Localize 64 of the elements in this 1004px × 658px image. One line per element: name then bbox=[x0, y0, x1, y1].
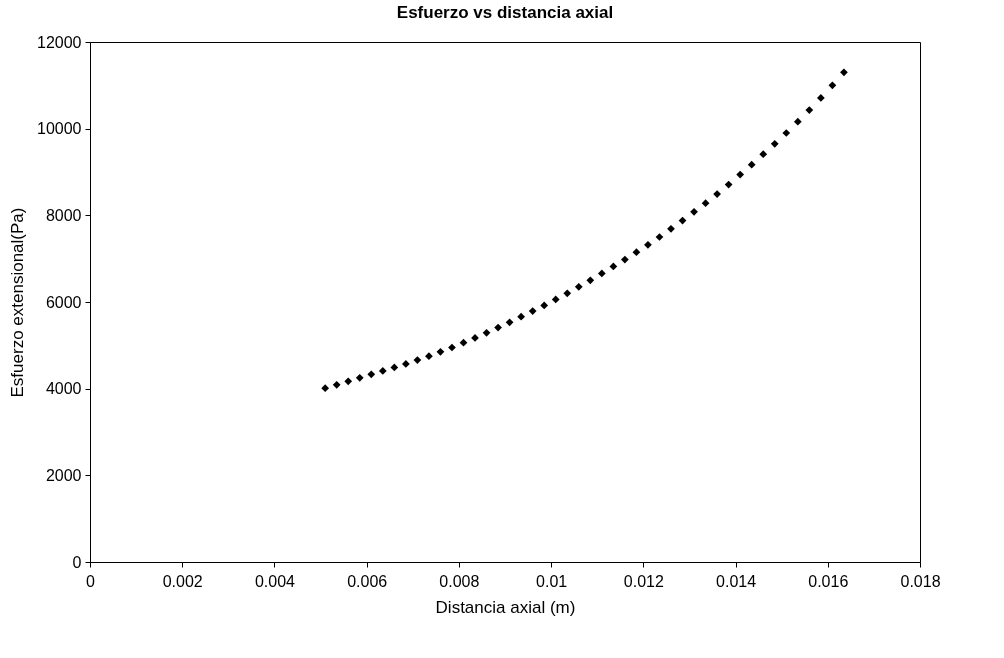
point bbox=[505, 318, 514, 327]
point bbox=[759, 150, 768, 159]
point bbox=[574, 282, 583, 291]
point bbox=[563, 289, 572, 298]
y-tick-label: 12000 bbox=[37, 33, 82, 51]
point bbox=[816, 94, 825, 102]
point bbox=[401, 360, 410, 368]
point bbox=[494, 323, 502, 332]
point bbox=[644, 240, 652, 249]
point bbox=[413, 356, 422, 364]
point bbox=[321, 384, 330, 393]
point bbox=[517, 312, 526, 321]
point bbox=[782, 129, 791, 137]
point bbox=[367, 370, 376, 379]
point bbox=[840, 68, 848, 77]
point bbox=[528, 307, 537, 315]
point bbox=[586, 276, 595, 285]
point bbox=[609, 262, 618, 271]
point bbox=[551, 295, 560, 304]
point bbox=[793, 117, 802, 126]
y-tick-label: 2000 bbox=[45, 466, 82, 484]
x-tick-label: 0.016 bbox=[808, 572, 849, 590]
point bbox=[355, 373, 364, 382]
point bbox=[540, 301, 549, 310]
point bbox=[621, 255, 629, 264]
point bbox=[459, 338, 468, 347]
point bbox=[436, 347, 445, 356]
point bbox=[378, 367, 387, 375]
x-tick-label: 0.018 bbox=[900, 572, 941, 590]
x-tick-label: 0.014 bbox=[716, 572, 757, 590]
x-tick-label: 0 bbox=[86, 572, 96, 590]
point bbox=[770, 139, 779, 148]
x-tick-label: 0.006 bbox=[347, 572, 388, 590]
point bbox=[655, 233, 664, 241]
point bbox=[736, 170, 745, 179]
point bbox=[747, 160, 756, 169]
point bbox=[713, 190, 721, 198]
point bbox=[344, 377, 353, 386]
point bbox=[701, 199, 710, 208]
y-tick-label: 4000 bbox=[45, 380, 82, 398]
point bbox=[828, 81, 837, 90]
x-tick-label: 0.002 bbox=[162, 572, 203, 590]
y-tick-label: 6000 bbox=[45, 293, 82, 311]
x-tick-label: 0.012 bbox=[623, 572, 664, 590]
point bbox=[332, 380, 341, 389]
point bbox=[597, 269, 606, 278]
chart-title: Esfuerzo vs distancia axial bbox=[396, 3, 614, 22]
x-tick-label: 0.008 bbox=[439, 572, 480, 590]
point bbox=[632, 248, 641, 257]
point bbox=[425, 352, 433, 361]
y-tick-label: 8000 bbox=[45, 206, 82, 224]
point bbox=[805, 106, 814, 114]
point bbox=[724, 180, 733, 189]
point bbox=[482, 328, 491, 337]
point bbox=[690, 207, 698, 216]
x-tick-label: 0.004 bbox=[254, 572, 296, 590]
point bbox=[390, 363, 399, 372]
x-tick-label: 0.01 bbox=[536, 572, 568, 590]
y-tick-label: 0 bbox=[72, 553, 82, 571]
point bbox=[667, 224, 675, 233]
y-axis-title: Esfuerzo extensional(Pa) bbox=[8, 207, 28, 398]
x-axis-title: Distancia axial (m) bbox=[435, 597, 576, 617]
y-tick-label: 10000 bbox=[37, 120, 82, 138]
point bbox=[448, 343, 456, 352]
